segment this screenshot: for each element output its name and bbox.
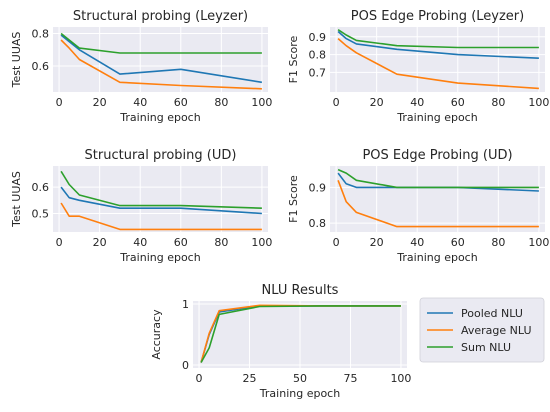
x-axis-label: Training epoch [396,251,477,264]
x-tick-label: 0 [333,236,340,249]
y-axis-label: Accuracy [150,309,163,360]
x-axis-label: Training epoch [119,111,200,124]
x-axis-label: Training epoch [119,251,200,264]
series-line-sum [60,32,262,54]
x-tick-label: 0 [56,236,63,249]
x-tick-label: 100 [528,236,549,249]
y-axis-label: Test UUAS [10,171,23,228]
x-tick-label: 60 [174,236,188,249]
x-tick-label: 40 [410,96,424,109]
series-line-sum [60,170,262,209]
x-tick-label: 100 [528,96,549,109]
x-tick-label: 80 [214,236,228,249]
x-tick-label: 20 [93,96,107,109]
y-tick-label: 0.5 [32,208,50,221]
plot-area [53,166,268,232]
y-tick-label: 0.8 [309,49,327,62]
x-tick-label: 20 [370,236,384,249]
x-axis-label: Training epoch [259,387,340,400]
x-tick-label: 100 [251,236,272,249]
y-tick-label: 0.7 [309,66,327,79]
series-line-sum [200,305,401,363]
series-line-pooled [60,186,262,215]
x-tick-label: 80 [214,96,228,109]
legend-label-pooled: Pooled NLU [461,307,523,320]
x-tick-label: 40 [410,236,424,249]
series-line-sum [337,168,539,189]
series-line-sum [337,29,539,49]
plot-area [330,27,545,92]
chart-title: Structural probing (UD) [85,148,237,163]
y-tick-label: 0 [182,359,189,372]
y-tick-label: 0.8 [32,28,50,41]
chart-4: 0 20 40 60 80 100 0.8 0.9 POS Edge Probing (UD) T… [287,148,549,264]
x-tick-label: 75 [343,372,357,385]
y-tick-label: 0.9 [309,31,327,44]
legend-label-sum: Sum NLU [461,341,511,354]
chart-3: 0 20 40 60 80 100 0.5 0.6 Structural probing (UD… [10,148,272,264]
x-tick-label: 60 [174,96,188,109]
x-tick-label: 60 [451,236,465,249]
x-tick-label: 20 [93,236,107,249]
x-tick-label: 40 [133,236,147,249]
chart-2: 0 20 40 60 80 100 0.7 0.8 0.9 POS Edge Probing (L… [287,9,549,124]
chart-5: 0 25 50 75 100 0 1 NLU Results Training epoch Acc… [150,283,411,400]
x-tick-label: 0 [56,96,63,109]
y-axis-label: Test UUAS [10,32,23,89]
x-tick-label: 20 [370,96,384,109]
legend: Pooled NLU Average NLU Sum NLU [419,297,545,363]
y-axis-label: F1 Score [287,35,300,83]
y-tick-label: 0.6 [32,60,50,73]
legend-frame [419,297,545,363]
x-tick-label: 25 [243,372,257,385]
chart-title: POS Edge Probing (Leyzer) [351,9,524,24]
chart-title: NLU Results [262,283,339,298]
y-tick-label: 0.6 [32,181,50,194]
series-line-average [60,39,262,90]
y-tick-label: 0.9 [309,181,327,194]
x-tick-label: 100 [251,96,272,109]
plot-area [330,166,545,232]
series-line-average [60,202,262,231]
x-tick-label: 80 [491,96,505,109]
y-axis-label: F1 Score [287,175,300,223]
chart-title: Structural probing (Leyzer) [73,9,248,24]
plot-area [53,27,268,92]
x-tick-label: 50 [293,372,307,385]
series-line-pooled [337,30,539,59]
chart-title: POS Edge Probing (UD) [362,148,512,163]
series-line-pooled [60,34,263,84]
y-tick-label: 1 [182,298,189,311]
series-line-average [337,180,539,228]
legend-label-average: Average NLU [461,324,532,337]
x-tick-label: 0 [333,96,340,109]
x-axis-label: Training epoch [396,111,477,124]
chart-1: 0 20 40 60 80 100 0.6 0.8 Structural probing (Le… [10,9,272,124]
x-tick-label: 100 [390,372,411,385]
x-tick-label: 0 [196,372,203,385]
x-tick-label: 80 [491,236,505,249]
y-tick-label: 0.8 [309,217,327,230]
x-tick-label: 40 [133,96,147,109]
series-line-average [337,37,539,90]
x-tick-label: 60 [451,96,465,109]
